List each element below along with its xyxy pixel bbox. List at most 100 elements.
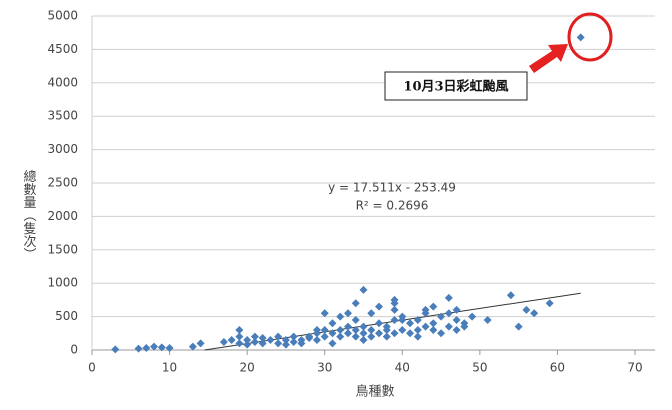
point — [351, 325, 360, 334]
point — [243, 335, 252, 344]
annotation-box — [384, 71, 528, 101]
point — [398, 312, 407, 321]
point — [235, 332, 244, 341]
point — [150, 342, 159, 351]
r-squared: R² = 0.2696 — [356, 199, 429, 213]
point — [390, 299, 399, 308]
point — [320, 325, 329, 334]
x-tick-label: 10 — [162, 361, 177, 375]
x-tick-label: 70 — [627, 361, 642, 375]
point — [421, 322, 430, 331]
point — [328, 329, 337, 338]
point — [452, 305, 461, 314]
point — [312, 325, 321, 334]
x-tick-label: 50 — [472, 361, 487, 375]
y-tick-label: 4500 — [47, 42, 78, 56]
point — [336, 325, 345, 334]
point — [413, 315, 422, 324]
point — [274, 332, 283, 341]
point — [545, 299, 554, 308]
point — [274, 339, 283, 348]
point — [305, 333, 314, 342]
point — [289, 332, 298, 341]
point — [289, 337, 298, 346]
point — [188, 342, 197, 351]
point — [530, 309, 539, 318]
y-tick-label: 1000 — [47, 276, 78, 290]
point — [219, 337, 228, 346]
point — [483, 315, 492, 324]
point — [235, 339, 244, 348]
point — [390, 329, 399, 338]
point — [227, 335, 236, 344]
arrow — [529, 44, 568, 73]
point — [343, 309, 352, 318]
point — [343, 322, 352, 331]
point — [359, 335, 368, 344]
point — [351, 332, 360, 341]
point — [320, 309, 329, 318]
point — [312, 335, 321, 344]
x-tick-label: 20 — [240, 361, 255, 375]
point — [444, 309, 453, 318]
point — [444, 322, 453, 331]
point — [375, 302, 384, 311]
point — [429, 325, 438, 334]
x-tick-label: 60 — [550, 361, 565, 375]
y-tick-label: 1500 — [47, 242, 78, 256]
point — [134, 344, 143, 353]
point — [328, 339, 337, 348]
point — [336, 332, 345, 341]
point — [281, 340, 290, 349]
point — [359, 322, 368, 331]
point — [258, 333, 267, 342]
point — [421, 305, 430, 314]
point — [281, 335, 290, 344]
point — [142, 343, 151, 352]
point — [359, 329, 368, 338]
point — [437, 329, 446, 338]
point — [367, 325, 376, 334]
point — [406, 329, 415, 338]
point — [196, 339, 205, 348]
y-tick-label: 500 — [55, 309, 78, 323]
y-tick-label: 2000 — [47, 209, 78, 223]
point — [375, 329, 384, 338]
y-tick-label: 0 — [70, 343, 78, 357]
point — [429, 319, 438, 328]
point — [351, 299, 360, 308]
point — [157, 343, 166, 352]
point — [250, 332, 259, 341]
point — [452, 315, 461, 324]
point — [413, 332, 422, 341]
point — [343, 329, 352, 338]
point — [522, 305, 531, 314]
x-tick-label: 40 — [395, 361, 410, 375]
trend-equation: y = 17.511x - 253.49 — [328, 181, 456, 195]
point — [390, 305, 399, 314]
point — [390, 315, 399, 324]
point — [398, 325, 407, 334]
point — [382, 332, 391, 341]
y-axis-title: 總數量（隻次） — [21, 169, 37, 261]
x-tick-label: 0 — [88, 361, 96, 375]
point — [320, 332, 329, 341]
point — [437, 312, 446, 321]
y-tick-label: 4000 — [47, 75, 78, 89]
y-tick-label: 3000 — [47, 142, 78, 156]
x-tick-label: 30 — [317, 361, 332, 375]
point — [413, 325, 422, 334]
annotation-text: 10月3日彩虹颱風 — [403, 79, 508, 95]
y-tick-label: 3500 — [47, 109, 78, 123]
point — [452, 325, 461, 334]
point — [359, 285, 368, 294]
point — [266, 335, 275, 344]
point — [336, 312, 345, 321]
point — [367, 332, 376, 341]
x-axis-title: 鳥種數 — [355, 384, 394, 400]
point — [111, 345, 120, 354]
point — [468, 312, 477, 321]
point — [406, 319, 415, 328]
point — [297, 339, 306, 348]
